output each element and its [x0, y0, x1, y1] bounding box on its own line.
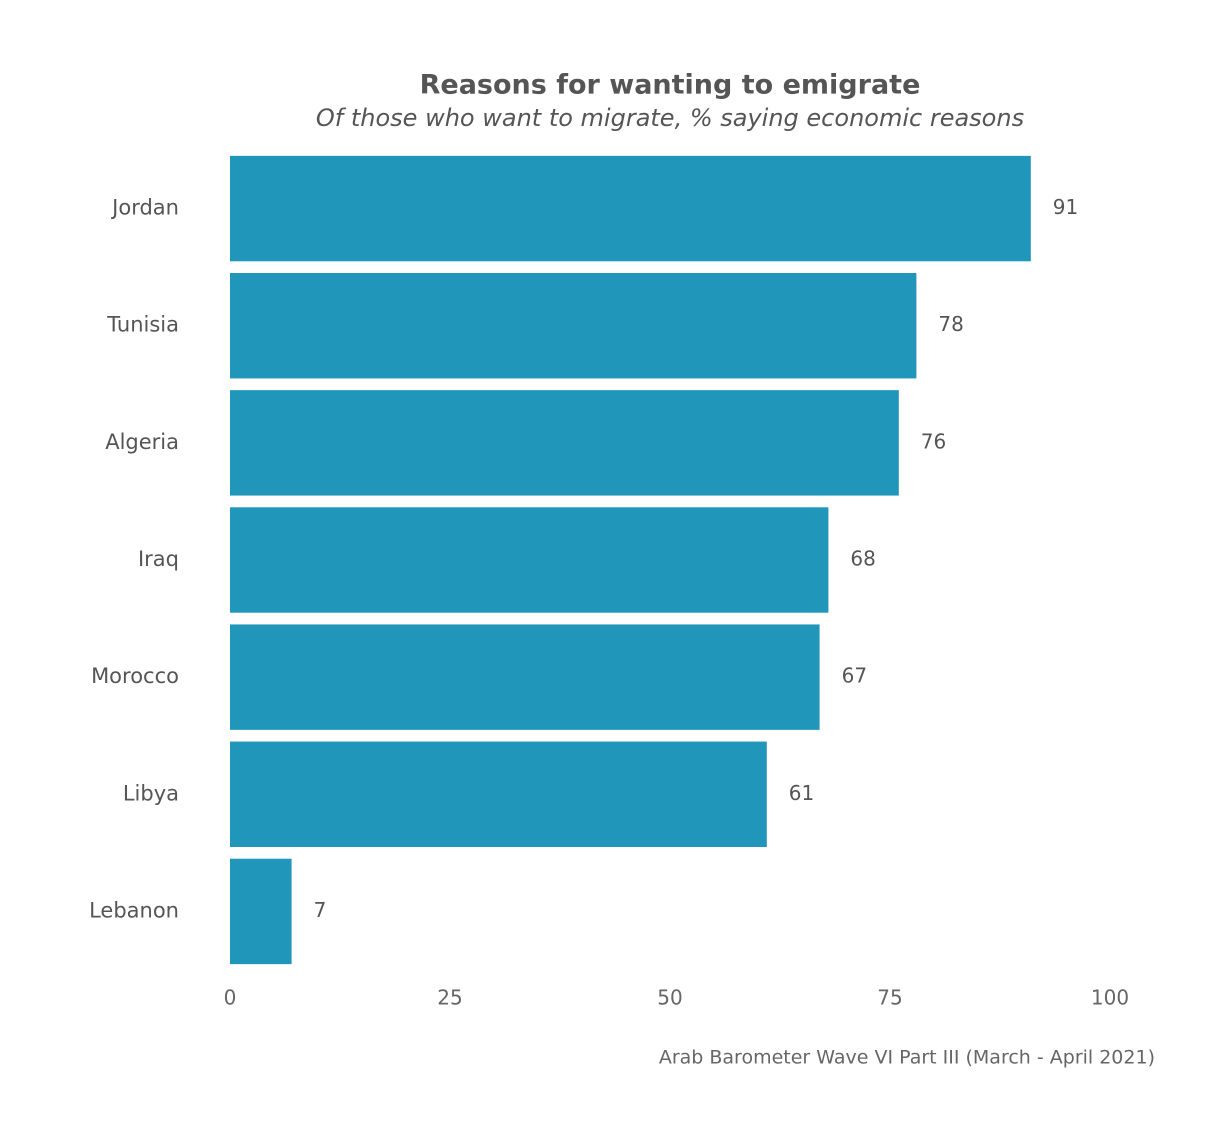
x-tick-label: 100 — [1091, 986, 1129, 1010]
y-tick-label: Iraq — [138, 547, 179, 571]
x-tick-label: 0 — [224, 986, 237, 1010]
bar — [230, 624, 820, 730]
y-tick-label: Jordan — [110, 196, 179, 220]
value-label: 61 — [789, 781, 814, 805]
source-note: Arab Barometer Wave VI Part III (March -… — [659, 1047, 1155, 1069]
chart-subtitle: Of those who want to migrate, % saying e… — [316, 104, 1024, 132]
x-tick-label: 50 — [657, 986, 682, 1010]
y-tick-label: Tunisia — [106, 313, 179, 337]
value-label: 68 — [850, 547, 875, 571]
bar — [230, 390, 899, 496]
value-label: 78 — [938, 312, 963, 336]
y-tick-label: Morocco — [91, 664, 179, 688]
bar — [230, 741, 767, 847]
y-tick-label: Algeria — [105, 430, 179, 454]
x-tick-label: 75 — [877, 986, 902, 1010]
x-tick-label: 25 — [437, 986, 462, 1010]
bar — [230, 155, 1031, 262]
value-label: 76 — [921, 429, 946, 453]
y-tick-label: Lebanon — [89, 898, 179, 922]
bar — [230, 273, 917, 379]
value-label: 91 — [1053, 195, 1078, 219]
chart-title: Reasons for wanting to emigrate — [420, 70, 921, 101]
y-tick-label: Libya — [123, 781, 179, 805]
value-label: 67 — [842, 664, 867, 688]
value-label: 7 — [314, 898, 327, 922]
bar — [230, 858, 292, 965]
bar — [230, 507, 829, 613]
